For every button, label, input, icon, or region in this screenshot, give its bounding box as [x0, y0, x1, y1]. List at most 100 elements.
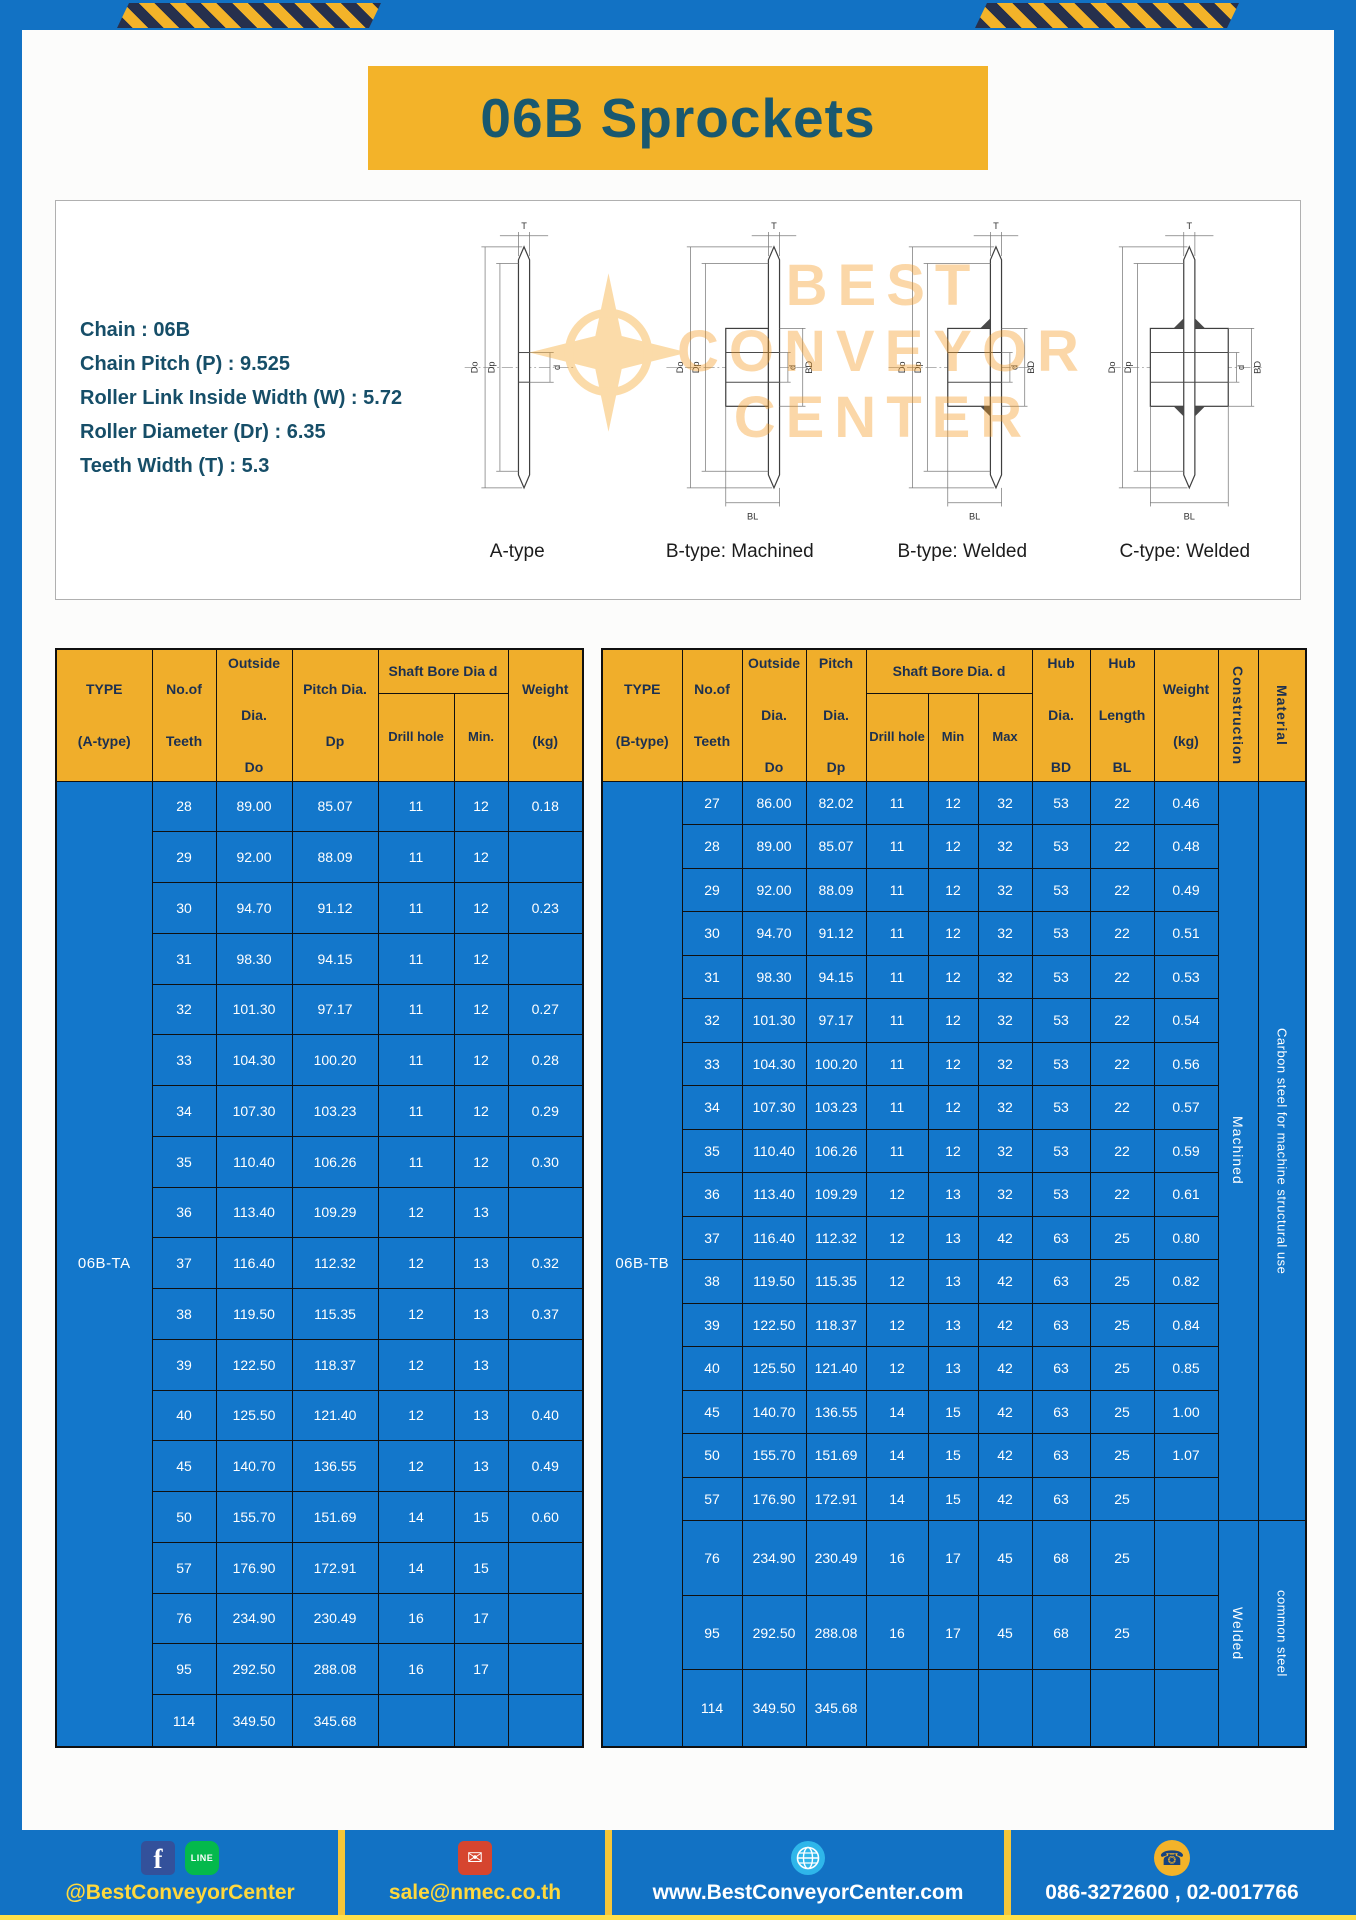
table-cell: 115.35 — [805, 1259, 867, 1304]
email-icon[interactable]: ✉ — [458, 1841, 492, 1875]
table-cell: 112.32 — [291, 1237, 379, 1289]
table-b-type: TYPE (B-type) No.of Teeth Outside Dia. D… — [601, 648, 1308, 1748]
table-cell: 29 — [151, 831, 217, 883]
table-cell — [507, 1338, 584, 1391]
table-cell: 38 — [151, 1288, 217, 1340]
table-cell: 0.18 — [507, 780, 584, 833]
table-cell: 0.30 — [507, 1135, 584, 1188]
table-cell: 234.90 — [741, 1520, 807, 1596]
phone-numbers[interactable]: 086-3272600 , 02-0017766 — [1045, 1881, 1299, 1904]
diagram-c-welded: T Do Dp d — [1074, 209, 1297, 599]
table-cell: 0.48 — [1153, 824, 1219, 869]
table-cell: 230.49 — [291, 1592, 379, 1645]
table-cell: 12 — [453, 983, 509, 1036]
table-cell: 13 — [453, 1440, 509, 1492]
table-cell: 100.20 — [805, 1041, 867, 1086]
chain-specs: Chain : 06B Chain Pitch (P) : 9.525 Roll… — [56, 201, 406, 599]
table-cell: 176.90 — [215, 1541, 293, 1594]
table-cell: 1.00 — [1153, 1389, 1219, 1434]
table-cell: 32 — [977, 998, 1033, 1043]
table-cell: 11 — [865, 954, 929, 999]
table-cell: 16 — [865, 1520, 929, 1596]
footer-divider — [605, 1830, 612, 1915]
table-cell: 94.15 — [291, 932, 379, 985]
table-cell: 17 — [927, 1520, 979, 1596]
dim-label-t: T — [771, 221, 777, 231]
globe-icon[interactable] — [790, 1840, 826, 1876]
table-cell: 11 — [865, 1041, 929, 1086]
table-cell: 32 — [977, 1128, 1033, 1173]
table-cell: 53 — [1031, 1172, 1091, 1217]
table-cell: 36 — [151, 1186, 217, 1239]
table-cell: 116.40 — [215, 1237, 293, 1289]
line-app-icon[interactable]: LINE — [185, 1841, 219, 1875]
table-b-row: 36 113.40 109.29 12 13 32 53 22 0.61 — [602, 1172, 1306, 1217]
table-cell: 57 — [151, 1541, 217, 1594]
table-cell: 16 — [377, 1592, 455, 1645]
table-cell: 13 — [453, 1186, 509, 1239]
spec-diagram-panel: Chain : 06B Chain Pitch (P) : 9.525 Roll… — [55, 200, 1301, 600]
table-cell: 122.50 — [215, 1338, 293, 1391]
table-cell: 101.30 — [215, 983, 293, 1036]
table-a-body: 06B-TA 28 89.00 85.07 11 12 0.18 29 92.00 88.09 11… — [55, 780, 584, 1748]
table-cell: 151.69 — [291, 1491, 379, 1543]
social-handle[interactable]: @BestConveyorCenter — [65, 1881, 295, 1904]
table-a-row: 38 119.50 115.35 12 13 0.37 — [56, 1288, 584, 1340]
table-cell: 0.84 — [1153, 1302, 1219, 1347]
table-b-header-type: TYPE (B-type) — [601, 648, 683, 782]
table-cell: 12 — [453, 831, 509, 883]
table-cell: 292.50 — [741, 1594, 807, 1671]
phone-icon[interactable]: ☎ — [1154, 1840, 1190, 1876]
table-cell: 37 — [151, 1237, 217, 1289]
table-cell: 42 — [977, 1302, 1033, 1347]
email-address[interactable]: sale@nmec.co.th — [388, 1881, 562, 1904]
dim-label-t: T — [1186, 221, 1192, 231]
table-cell: 13 — [453, 1288, 509, 1340]
table-cell: 32 — [977, 954, 1033, 999]
table-cell: 14 — [865, 1389, 929, 1434]
table-cell: 68 — [1031, 1520, 1091, 1596]
table-cell: 11 — [377, 1034, 455, 1086]
table-cell: 98.30 — [215, 932, 293, 985]
table-cell: 42 — [977, 1433, 1033, 1478]
spec-line-roller-dia: Roller Diameter (Dr) : 6.35 — [80, 421, 326, 443]
website-url[interactable]: www.BestConveyorCenter.com — [652, 1881, 964, 1904]
table-b-header-pitch-dia: Pitch Dia. Dp — [805, 648, 867, 782]
table-a-header-drill-hole: Drill hole — [377, 692, 455, 782]
table-a-row: 34 107.30 103.23 11 12 0.29 — [56, 1085, 584, 1137]
table-cell: 39 — [681, 1302, 743, 1347]
table-a-row: 32 101.30 97.17 11 12 0.27 — [56, 983, 584, 1036]
table-cell: 34 — [681, 1085, 743, 1130]
table-cell: 25 — [1089, 1346, 1155, 1391]
table-cell: 76 — [151, 1592, 217, 1645]
table-cell: 12 — [927, 1041, 979, 1086]
table-cell: 31 — [681, 954, 743, 999]
spec-line-pitch: Chain Pitch (P) : 9.525 — [80, 353, 291, 375]
table-cell: 50 — [681, 1433, 743, 1478]
table-cell: 12 — [927, 998, 979, 1043]
table-cell: 25 — [1089, 1215, 1155, 1260]
table-cell — [507, 1186, 584, 1239]
facebook-icon[interactable]: f — [141, 1841, 175, 1875]
table-cell: 121.40 — [291, 1389, 379, 1442]
table-cell: 97.17 — [805, 998, 867, 1043]
table-cell: 42 — [977, 1215, 1033, 1260]
dim-label-dp: Dp — [1122, 361, 1132, 373]
table-cell: 104.30 — [215, 1034, 293, 1086]
table-cell: 0.46 — [1153, 780, 1219, 825]
table-b-row: 33 104.30 100.20 11 12 32 53 22 0.56 — [602, 1041, 1306, 1086]
table-cell: 0.59 — [1153, 1128, 1219, 1173]
table-b-row: 28 89.00 85.07 11 12 32 53 22 0.48 — [602, 824, 1306, 869]
table-cell: 15 — [927, 1476, 979, 1521]
table-cell: 11 — [865, 911, 929, 956]
hazard-stripe-right — [975, 3, 1239, 28]
table-cell: 0.82 — [1153, 1259, 1219, 1304]
table-cell: 15 — [453, 1541, 509, 1594]
table-cell: 11 — [377, 932, 455, 985]
table-b-header-hub-dia: Hub Dia. BD — [1031, 648, 1091, 782]
table-cell: 116.40 — [741, 1215, 807, 1260]
dim-label-do: Do — [1107, 361, 1117, 373]
table-cell: 88.09 — [291, 831, 379, 883]
table-cell: 12 — [865, 1172, 929, 1217]
